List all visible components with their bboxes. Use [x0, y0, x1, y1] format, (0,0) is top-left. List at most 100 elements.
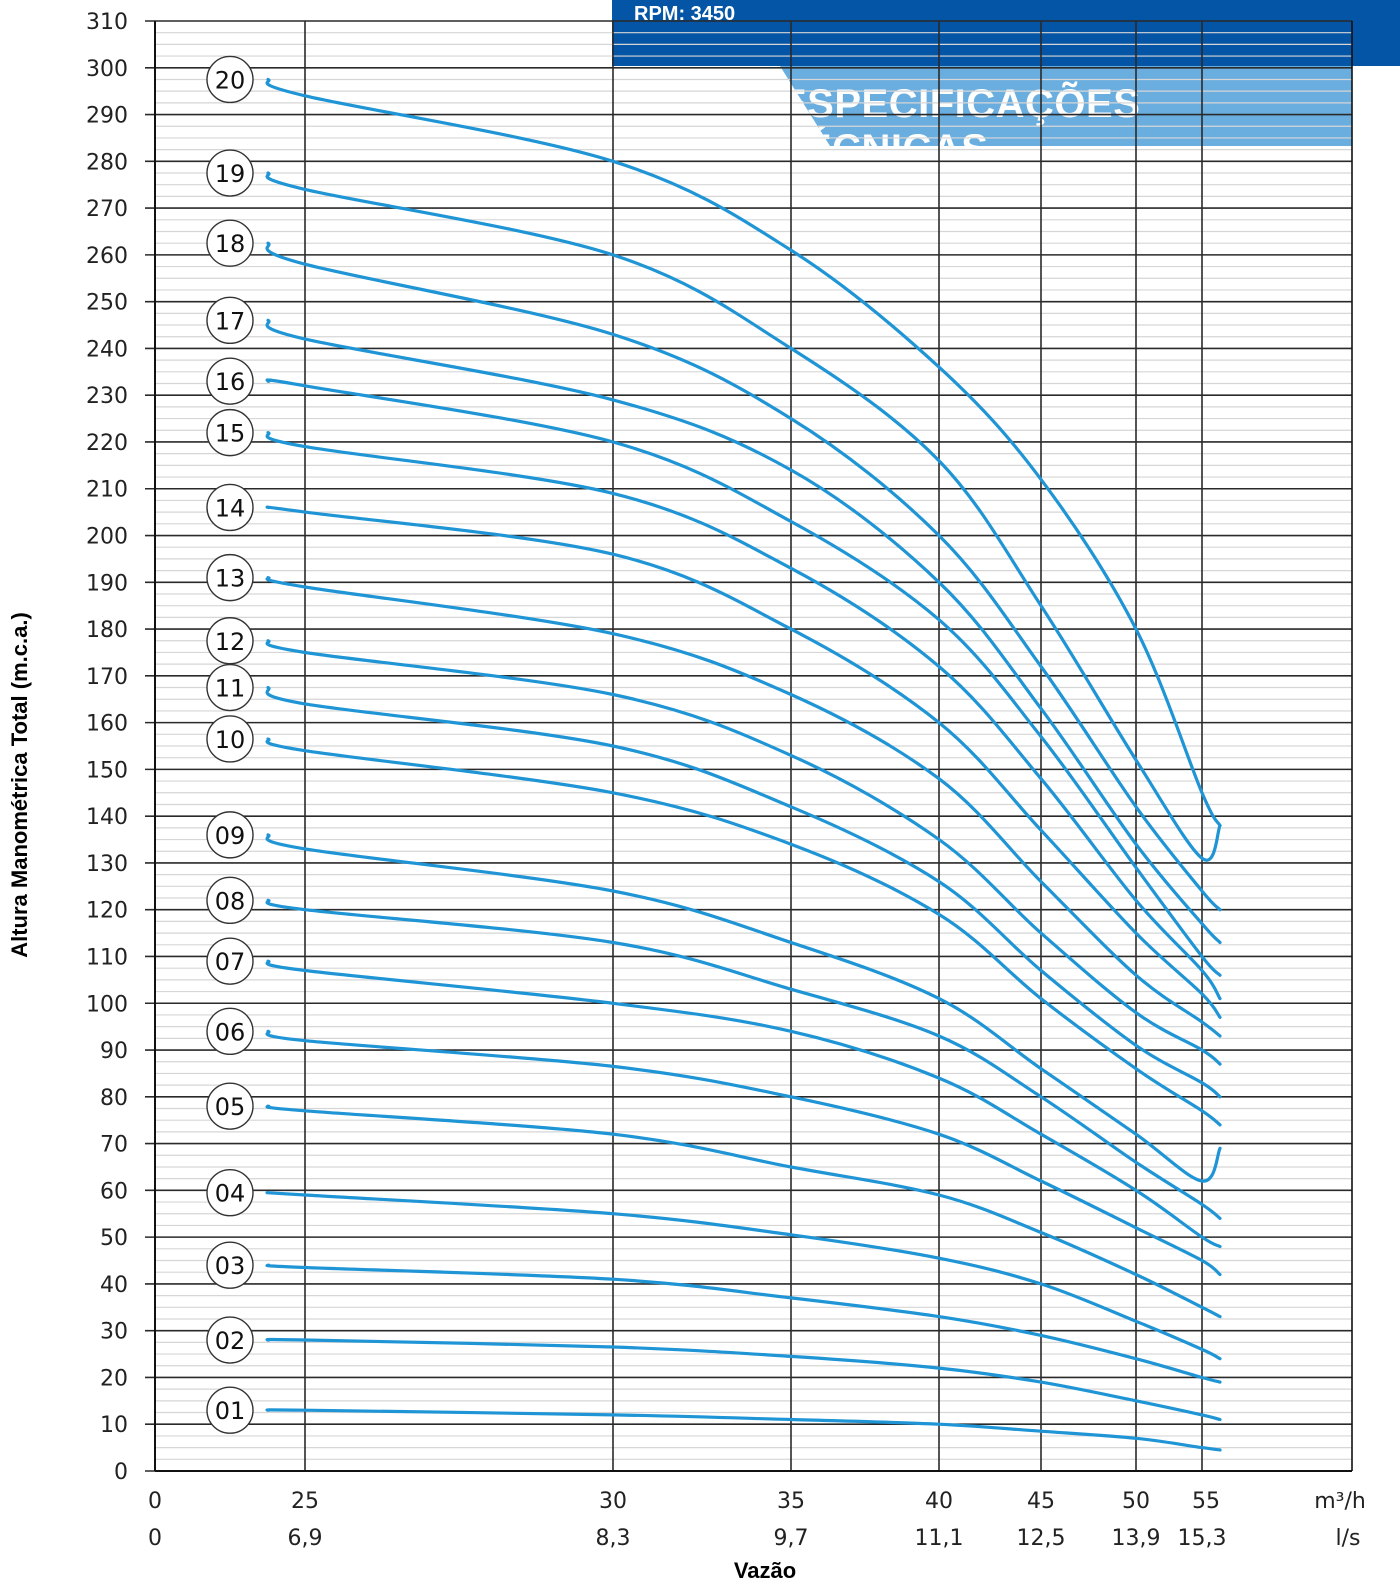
- y-tick-label: 230: [86, 384, 128, 409]
- x-tick-label-ls: 0: [148, 1526, 162, 1551]
- x-tick-label-m3h: 40: [925, 1489, 953, 1514]
- curve-05: [265, 1104, 1222, 1319]
- curve-badges: 01 02 03 04 05 06 07 08 09 10 11 12 13 14 15 16 17 18 19 20: [206, 55, 254, 1434]
- x-axis-title: Vazão: [734, 1558, 796, 1583]
- curve-17: [265, 318, 1222, 945]
- curve-06: [265, 1029, 1222, 1277]
- y-tick-label: 280: [86, 150, 128, 175]
- y-tick-label: 260: [86, 244, 128, 269]
- y-tick-label: 290: [86, 104, 128, 129]
- curve-badge-label-08: 08: [215, 887, 246, 915]
- curve-badge-18: [206, 219, 254, 267]
- x-unit-m3h: m³/h: [1314, 1489, 1366, 1514]
- x-tick-label-m3h: 25: [291, 1489, 319, 1514]
- curve-01: [265, 1408, 1222, 1452]
- curves: [265, 77, 1222, 1452]
- y-tick-label: 180: [86, 618, 128, 643]
- y-tick-label: 170: [86, 665, 128, 690]
- curve-10: [265, 737, 1222, 1127]
- y-tick-label: 0: [114, 1460, 128, 1485]
- curve-badge-label-06: 06: [215, 1018, 246, 1046]
- curve-16: [265, 378, 1222, 977]
- curve-badge-label-03: 03: [215, 1252, 246, 1280]
- curve-badge-label-14: 14: [215, 494, 246, 522]
- x-tick-label-ls: 9,7: [774, 1526, 809, 1551]
- curve-19: [265, 171, 1222, 862]
- curve-badge-label-09: 09: [215, 822, 246, 850]
- y-tick-label: 10: [100, 1413, 128, 1438]
- curve-badge-label-18: 18: [215, 230, 246, 258]
- curve-badge-label-17: 17: [215, 307, 246, 335]
- curve-badge-06: [206, 1007, 254, 1056]
- x-tick-label-m3h: 45: [1027, 1489, 1055, 1514]
- y-tick-label: 20: [100, 1366, 128, 1391]
- y-tick-label: 40: [100, 1273, 128, 1298]
- y-tick-label: 200: [86, 525, 128, 550]
- curve-badge-label-01: 01: [215, 1397, 246, 1425]
- curve-badge-label-11: 11: [215, 675, 246, 703]
- y-tick-label: 270: [86, 197, 128, 222]
- curve-09: [265, 833, 1222, 1183]
- y-tick-label: 220: [86, 431, 128, 456]
- grid-lines: [145, 20, 1352, 1472]
- y-tick-label: 160: [86, 712, 128, 737]
- curve-12: [265, 639, 1222, 1066]
- curve-badge-10: [206, 715, 254, 763]
- y-tick-label: 90: [100, 1039, 128, 1064]
- curve-badge-11: [206, 663, 254, 712]
- curve-badge-label-12: 12: [215, 628, 246, 656]
- y-tick-label: 30: [100, 1320, 128, 1345]
- y-tick-label: 70: [100, 1133, 128, 1158]
- y-tick-label: 190: [86, 571, 128, 596]
- rpm-label: RPM: 3450: [634, 3, 736, 25]
- y-tick-label: 80: [100, 1086, 128, 1111]
- curve-badge-label-05: 05: [215, 1093, 246, 1121]
- curve-badge-label-04: 04: [215, 1180, 246, 1208]
- curve-badge-13: [206, 553, 254, 602]
- y-tick-label: 300: [86, 57, 128, 82]
- x-tick-label-ls: 11,1: [915, 1526, 964, 1551]
- x-tick-label-ls: 13,9: [1112, 1526, 1161, 1551]
- curve-badge-17: [206, 296, 254, 345]
- y-tick-label: 110: [86, 945, 128, 970]
- curve-18: [265, 241, 1222, 912]
- curve-badge-label-15: 15: [215, 420, 246, 448]
- x-tick-label-m3h: 55: [1192, 1489, 1220, 1514]
- axes: 0102030405060708090100110120130140150160…: [86, 10, 1353, 1551]
- curve-13: [265, 576, 1222, 1038]
- curve-14: [265, 505, 1222, 1019]
- curve-02: [265, 1337, 1222, 1422]
- curve-badge-label-19: 19: [215, 160, 246, 188]
- curve-badge-label-07: 07: [215, 948, 246, 976]
- curve-badge-01: [206, 1386, 254, 1434]
- curve-07: [265, 959, 1222, 1249]
- curve-08: [265, 898, 1222, 1220]
- y-tick-label: 140: [86, 805, 128, 830]
- curve-badge-12: [206, 617, 254, 665]
- x-tick-label-ls: 15,3: [1178, 1526, 1227, 1551]
- curve-badge-03: [206, 1241, 254, 1289]
- y-tick-label: 120: [86, 899, 128, 924]
- curve-badge-19: [206, 149, 254, 197]
- x-tick-label-ls: 8,3: [596, 1526, 631, 1551]
- curve-badge-08: [206, 876, 254, 925]
- curve-badge-09: [206, 811, 254, 859]
- y-tick-label: 310: [86, 10, 128, 35]
- curve-badge-20: [206, 55, 254, 104]
- section-title: ESPECIFICAÇÕES TÉCNICAS: [780, 82, 1141, 171]
- curve-04: [265, 1191, 1222, 1361]
- x-tick-label-ls: 12,5: [1017, 1526, 1066, 1551]
- x-unit-ls: l/s: [1336, 1526, 1361, 1551]
- y-tick-label: 60: [100, 1179, 128, 1204]
- x-tick-label-ls: 6,9: [288, 1526, 323, 1551]
- x-tick-label-m3h: 0: [148, 1489, 162, 1514]
- curve-badge-04: [206, 1168, 254, 1217]
- curve-badge-02: [206, 1316, 254, 1364]
- curve-15: [265, 431, 1222, 1001]
- curve-badge-label-20: 20: [215, 66, 246, 94]
- curve-11: [265, 685, 1222, 1099]
- curve-badge-07: [206, 937, 254, 985]
- curve-badge-14: [206, 483, 254, 532]
- curve-badge-label-02: 02: [215, 1327, 246, 1355]
- y-tick-label: 130: [86, 852, 128, 877]
